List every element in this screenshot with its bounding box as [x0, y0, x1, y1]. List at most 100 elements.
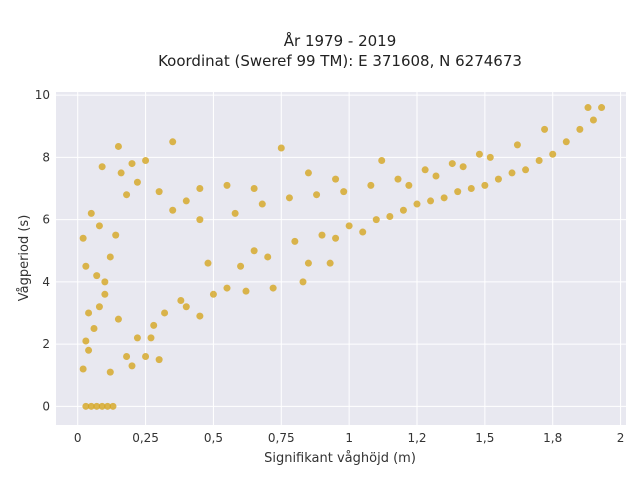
data-point	[123, 353, 131, 361]
data-point	[79, 365, 87, 373]
data-point	[142, 353, 150, 361]
data-point	[237, 262, 245, 270]
y-axis-label: Vågperiod (s)	[17, 215, 32, 302]
data-point	[142, 156, 150, 164]
plot-area	[56, 92, 626, 425]
data-point	[196, 184, 204, 192]
data-point	[535, 156, 543, 164]
data-point	[95, 222, 103, 230]
data-point	[421, 166, 429, 174]
data-point	[182, 197, 190, 205]
data-point	[475, 150, 483, 158]
data-point	[223, 181, 231, 189]
y-axis-ticks: 0 2 4 6 8 10	[35, 88, 50, 413]
data-point	[318, 231, 326, 239]
data-point	[250, 247, 258, 255]
x-tick-label: 1,5	[475, 431, 494, 445]
chart-title-line-2: Koordinat (Sweref 99 TM): E 371608, N 62…	[158, 52, 522, 70]
data-point	[378, 156, 386, 164]
data-point	[109, 402, 117, 410]
data-point	[386, 212, 394, 220]
x-tick-label: 2	[617, 431, 625, 445]
data-point	[399, 206, 407, 214]
data-point	[79, 234, 87, 242]
data-point	[123, 191, 131, 199]
y-tick-label: 6	[42, 213, 50, 227]
data-point	[264, 253, 272, 261]
data-point	[304, 169, 312, 177]
y-tick-label: 2	[42, 337, 50, 351]
data-point	[481, 181, 489, 189]
data-point	[147, 334, 155, 342]
data-point	[95, 303, 103, 311]
data-point	[522, 166, 530, 174]
x-axis-label: Signifikant våghöjd (m)	[264, 451, 416, 466]
data-point	[112, 231, 120, 239]
data-point	[448, 160, 456, 168]
y-tick-label: 0	[42, 399, 50, 413]
data-point	[106, 253, 114, 261]
data-point	[359, 228, 367, 236]
data-point	[209, 290, 217, 298]
data-point	[299, 278, 307, 286]
data-point	[242, 287, 250, 295]
x-tick-label: 0,5	[204, 431, 223, 445]
data-point	[114, 315, 122, 323]
data-point	[541, 125, 549, 133]
data-point	[285, 194, 293, 202]
data-point	[106, 368, 114, 376]
data-point	[133, 178, 141, 186]
data-point	[104, 402, 112, 410]
gridlines	[56, 92, 626, 425]
data-point	[413, 200, 421, 208]
data-point	[196, 216, 204, 224]
data-points	[79, 104, 606, 410]
x-tick-label: 1	[345, 431, 353, 445]
data-point	[562, 138, 570, 146]
data-point	[494, 175, 502, 183]
y-tick-label: 8	[42, 150, 50, 164]
data-point	[326, 259, 334, 267]
data-point	[589, 116, 597, 124]
data-point	[269, 284, 277, 292]
data-point	[231, 209, 239, 217]
data-point	[87, 209, 95, 217]
data-point	[133, 334, 141, 342]
data-point	[85, 346, 93, 354]
x-tick-label: 1,2	[407, 431, 426, 445]
data-point	[161, 309, 169, 317]
data-point	[196, 312, 204, 320]
data-point	[454, 188, 462, 196]
data-point	[345, 222, 353, 230]
data-point	[367, 181, 375, 189]
data-point	[277, 144, 285, 152]
data-point	[508, 169, 516, 177]
x-tick-label: 0,75	[268, 431, 295, 445]
data-point	[584, 104, 592, 112]
data-point	[90, 325, 98, 333]
data-point	[128, 160, 136, 168]
data-point	[258, 200, 266, 208]
data-point	[98, 402, 106, 410]
y-tick-label: 4	[42, 275, 50, 289]
data-point	[467, 184, 475, 192]
data-point	[576, 125, 584, 133]
x-tick-label: 0,25	[132, 431, 159, 445]
data-point	[332, 234, 340, 242]
data-point	[459, 163, 467, 171]
data-point	[486, 153, 494, 161]
data-point	[82, 262, 90, 270]
data-point	[332, 175, 340, 183]
data-point	[155, 356, 163, 364]
data-point	[155, 188, 163, 196]
data-point	[93, 272, 101, 280]
data-point	[82, 402, 90, 410]
data-point	[182, 303, 190, 311]
data-point	[82, 337, 90, 345]
data-point	[114, 142, 122, 150]
data-point	[101, 278, 109, 286]
data-point	[93, 402, 101, 410]
data-point	[85, 309, 93, 317]
data-point	[304, 259, 312, 267]
